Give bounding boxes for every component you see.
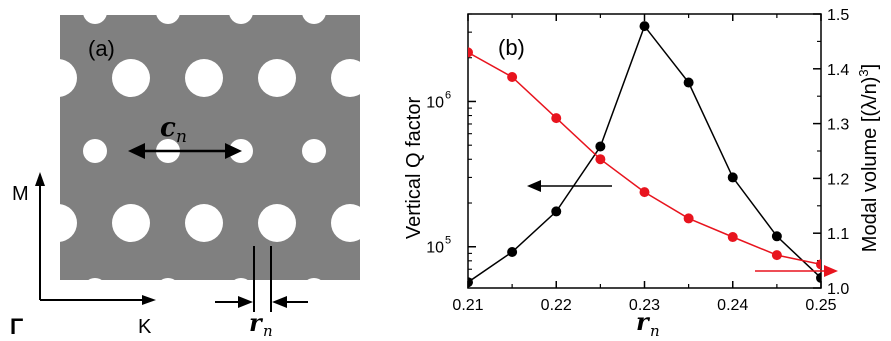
x-axis-label-subscript: n bbox=[650, 322, 660, 340]
modal-volume-point bbox=[771, 250, 782, 261]
modal-volume-point bbox=[595, 154, 606, 165]
y-right-axis-label: Modal volume [(λ/n)3] bbox=[856, 64, 881, 252]
x-tick-label: 0.25 bbox=[805, 297, 836, 314]
y-left-tick-exponent: 6 bbox=[445, 89, 451, 101]
left-axis-pointer-arrow bbox=[527, 180, 612, 192]
direction-gamma-label: Γ bbox=[10, 314, 23, 339]
air-hole bbox=[60, 204, 77, 242]
right-axis-pointer-arrow bbox=[755, 265, 838, 277]
y-right-axis-label-sup: 3 bbox=[856, 69, 871, 76]
y-left-tick-label: 10 bbox=[426, 94, 444, 111]
air-hole bbox=[185, 59, 223, 97]
y-right-tick-label: 1.5 bbox=[827, 7, 849, 24]
air-hole bbox=[229, 15, 253, 24]
air-hole bbox=[83, 139, 107, 163]
y-right-tick-label: 1.0 bbox=[827, 281, 849, 298]
modal-volume-point bbox=[816, 259, 821, 270]
y-right-tick-label: 1.3 bbox=[827, 117, 849, 134]
air-hole bbox=[307, 278, 321, 280]
y-left-tick-label: 10 bbox=[426, 240, 444, 257]
air-hole bbox=[112, 204, 150, 242]
q-factor-point bbox=[727, 172, 738, 183]
panel-b-label: (b) bbox=[498, 35, 525, 60]
q-factor-point bbox=[771, 231, 782, 242]
direction-k-label: K bbox=[138, 316, 152, 338]
direction-axes bbox=[35, 172, 156, 305]
panel-a-label: (a) bbox=[88, 36, 115, 61]
direction-m-label: M bbox=[12, 183, 29, 205]
y-left-tick-exponent: 5 bbox=[445, 235, 451, 247]
air-hole bbox=[234, 278, 248, 280]
x-tick-label: 0.22 bbox=[541, 297, 572, 314]
air-holes bbox=[60, 15, 360, 280]
c-n-label: c bbox=[160, 113, 176, 143]
crystal-panel: (a) c n r n M K Γ bbox=[10, 15, 360, 340]
modal-volume-point bbox=[551, 113, 562, 124]
r-n-label: r bbox=[249, 308, 264, 337]
modal-volume-point bbox=[727, 232, 738, 243]
x-tick-label: 0.23 bbox=[629, 297, 660, 314]
air-hole bbox=[112, 59, 150, 97]
q-factor-series bbox=[468, 21, 821, 288]
modal-volume-series bbox=[468, 47, 821, 270]
air-hole bbox=[185, 204, 223, 242]
modal-volume-line bbox=[468, 51, 821, 266]
modal-volume-point bbox=[507, 72, 518, 83]
x-axis-label: r bbox=[636, 307, 651, 336]
air-hole bbox=[302, 15, 326, 24]
air-hole bbox=[331, 59, 360, 97]
x-tick-label: 0.21 bbox=[452, 297, 483, 314]
y-right-axis-label-close: ] bbox=[859, 64, 881, 70]
r-n-subscript: n bbox=[263, 322, 273, 340]
y-right-tick-label: 1.2 bbox=[827, 171, 849, 188]
modal-volume-point bbox=[468, 47, 473, 58]
y-right-axis-ticks: 1.0 1.1 1.2 1.3 1.4 1.5 bbox=[813, 7, 849, 298]
air-hole bbox=[88, 278, 102, 280]
q-factor-point bbox=[816, 272, 821, 283]
modal-volume-point bbox=[683, 213, 694, 224]
air-hole bbox=[258, 59, 296, 97]
y-right-tick-label: 1.1 bbox=[827, 226, 849, 243]
y-right-tick-label: 1.4 bbox=[827, 62, 849, 79]
c-n-arrow bbox=[128, 143, 242, 159]
air-hole bbox=[161, 278, 175, 280]
air-hole bbox=[60, 59, 77, 97]
c-n-subscript: n bbox=[176, 127, 187, 147]
q-factor-point bbox=[595, 141, 606, 152]
q-factor-point bbox=[551, 206, 562, 217]
air-hole bbox=[83, 15, 107, 24]
y-left-axis-label: Vertical Q factor bbox=[403, 97, 425, 240]
y-right-axis-label-main: Modal volume [(λ/n) bbox=[859, 77, 881, 253]
q-factor-point bbox=[507, 247, 518, 258]
air-hole bbox=[331, 204, 360, 242]
air-hole bbox=[156, 15, 180, 24]
air-hole bbox=[258, 204, 296, 242]
q-factor-line bbox=[468, 24, 821, 283]
x-axis-ticks: 0.21 0.22 0.23 0.24 0.25 bbox=[452, 14, 837, 314]
air-hole bbox=[302, 139, 326, 163]
q-factor-point bbox=[683, 77, 694, 88]
r-n-marker bbox=[215, 246, 308, 312]
x-tick-label: 0.24 bbox=[717, 297, 748, 314]
modal-volume-point bbox=[639, 187, 650, 198]
q-factor-point bbox=[468, 277, 473, 288]
q-factor-point bbox=[639, 21, 650, 32]
